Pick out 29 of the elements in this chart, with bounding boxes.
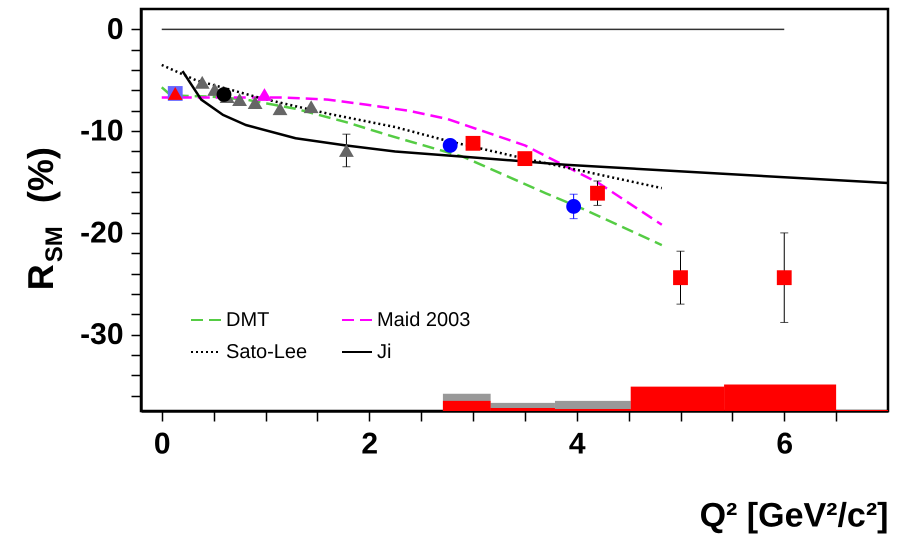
- point: [590, 186, 605, 201]
- point: [673, 270, 688, 286]
- y-tick-label: -10: [80, 114, 124, 148]
- x-tick-label: 4: [568, 428, 586, 460]
- point: [304, 100, 319, 114]
- x-tick-label: 6: [776, 428, 794, 460]
- x-axis-title: Q² [GeV²/c²]: [700, 496, 888, 534]
- point: [466, 136, 480, 151]
- point: [272, 102, 288, 116]
- legend-label: Sato-Lee: [226, 341, 308, 363]
- y-tick-label: -20: [80, 216, 124, 250]
- point: [232, 93, 247, 106]
- point: [257, 88, 272, 101]
- y-tick-label: 0: [106, 12, 124, 46]
- legend-label: DMT: [226, 309, 270, 331]
- legend-label: Maid 2003: [377, 309, 470, 331]
- point: [216, 87, 232, 102]
- point: [442, 138, 458, 153]
- point: [194, 76, 210, 89]
- point: [776, 270, 792, 286]
- y-tick-label: -30: [80, 318, 124, 352]
- point: [517, 151, 532, 166]
- point: [339, 144, 354, 157]
- x-tick-label: 0: [154, 428, 171, 460]
- legend-label: Ji: [377, 341, 392, 363]
- x-tick-label: 2: [361, 428, 378, 460]
- y-axis-title: RSM (%): [20, 147, 68, 290]
- point: [566, 199, 582, 214]
- point: [248, 96, 263, 110]
